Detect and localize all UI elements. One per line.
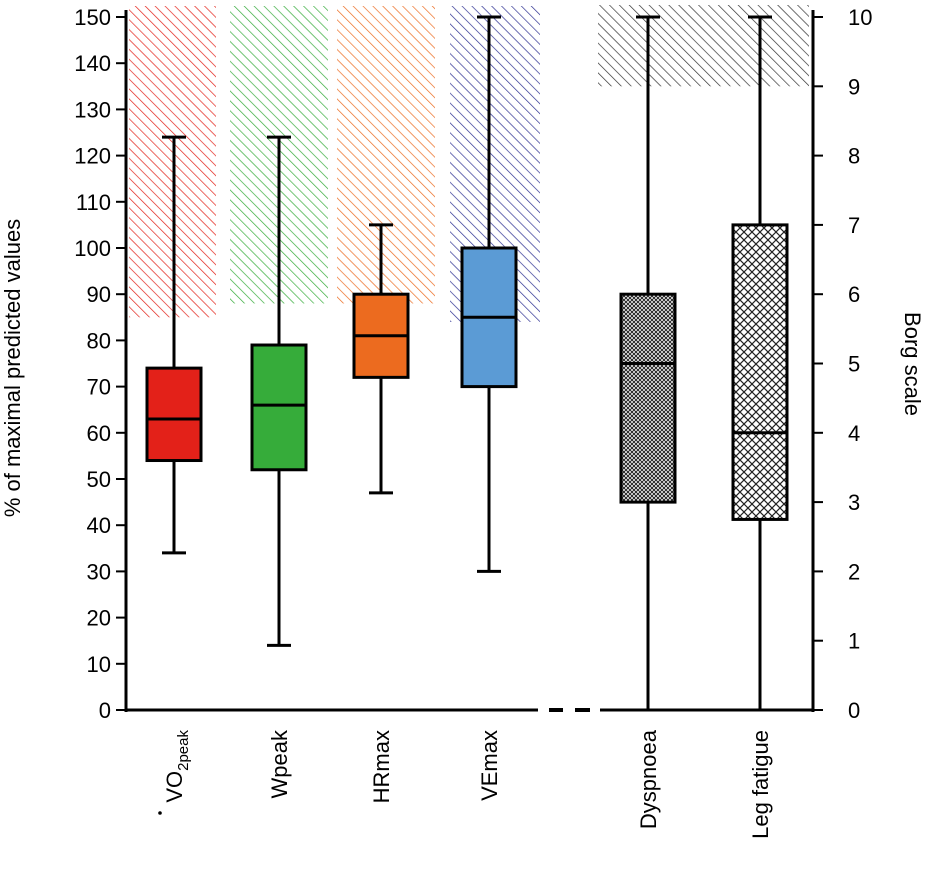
left-tick-label: 30 bbox=[87, 559, 111, 584]
left-tick-label: 140 bbox=[74, 51, 111, 76]
left-tick-label: 40 bbox=[87, 513, 111, 538]
box-dyspnoea bbox=[619, 15, 677, 710]
right-tick-label: 0 bbox=[848, 698, 860, 723]
box-vo bbox=[145, 135, 203, 555]
box-iqr bbox=[619, 292, 677, 504]
left-tick-label: 0 bbox=[99, 698, 111, 723]
labels-layer: 0 10 20 30 40 50 60 70 80 90 100 110 120 130 140 150 0 1 2… bbox=[0, 5, 925, 839]
category-label: Dyspnoea bbox=[636, 729, 661, 829]
box-iqr bbox=[731, 223, 789, 521]
category-label: VEmax bbox=[477, 730, 502, 801]
borg-normal-range-hatch bbox=[598, 5, 809, 87]
vdot-mark bbox=[158, 811, 162, 815]
box-leg-fatigue bbox=[731, 15, 789, 710]
box-iqr bbox=[250, 343, 308, 472]
left-tick-label: 10 bbox=[87, 652, 111, 677]
left-tick-label: 20 bbox=[87, 606, 111, 631]
box-wpeak bbox=[250, 135, 308, 647]
box-hrmax bbox=[352, 223, 410, 495]
left-tick-label: 130 bbox=[74, 97, 111, 122]
left-tick-label: 110 bbox=[76, 190, 111, 215]
right-tick-label: 2 bbox=[848, 559, 860, 584]
left-tick-label: 90 bbox=[87, 282, 111, 307]
category-label-main: VO bbox=[162, 771, 187, 803]
box-iqr bbox=[145, 366, 203, 463]
right-axis-title: Borg scale bbox=[900, 312, 925, 416]
right-tick-label: 8 bbox=[848, 144, 860, 169]
right-tick-label: 4 bbox=[848, 421, 860, 446]
left-tick-label: 120 bbox=[74, 144, 111, 169]
left-tick-label: 60 bbox=[87, 421, 111, 446]
box-vemax bbox=[460, 17, 518, 573]
left-tick-label: 50 bbox=[87, 467, 111, 492]
left-tick-label: 80 bbox=[87, 328, 111, 353]
category-label: HRmax bbox=[369, 730, 394, 803]
right-tick-label: 7 bbox=[848, 213, 860, 238]
category-label-subscript: 2peak bbox=[175, 730, 192, 771]
boxes-layer bbox=[145, 15, 789, 710]
axes-layer bbox=[116, 10, 823, 712]
left-tick-label: 100 bbox=[74, 236, 111, 261]
category-label: Leg fatigue bbox=[748, 730, 773, 839]
right-tick-label: 1 bbox=[848, 629, 860, 654]
category-label: Wpeak bbox=[267, 729, 292, 798]
category-label: VO2peak bbox=[162, 730, 192, 803]
right-tick-label: 9 bbox=[848, 74, 860, 99]
right-tick-label: 6 bbox=[848, 282, 860, 307]
left-tick-label: 150 bbox=[74, 5, 111, 30]
normal-range-hatch-hrmax bbox=[337, 6, 435, 304]
right-tick-label: 3 bbox=[848, 490, 860, 515]
left-axis-title: % of maximal predicted values bbox=[0, 219, 25, 517]
left-tick-label: 70 bbox=[87, 375, 111, 400]
right-tick-label: 5 bbox=[848, 352, 860, 377]
right-tick-label: 10 bbox=[848, 5, 872, 30]
